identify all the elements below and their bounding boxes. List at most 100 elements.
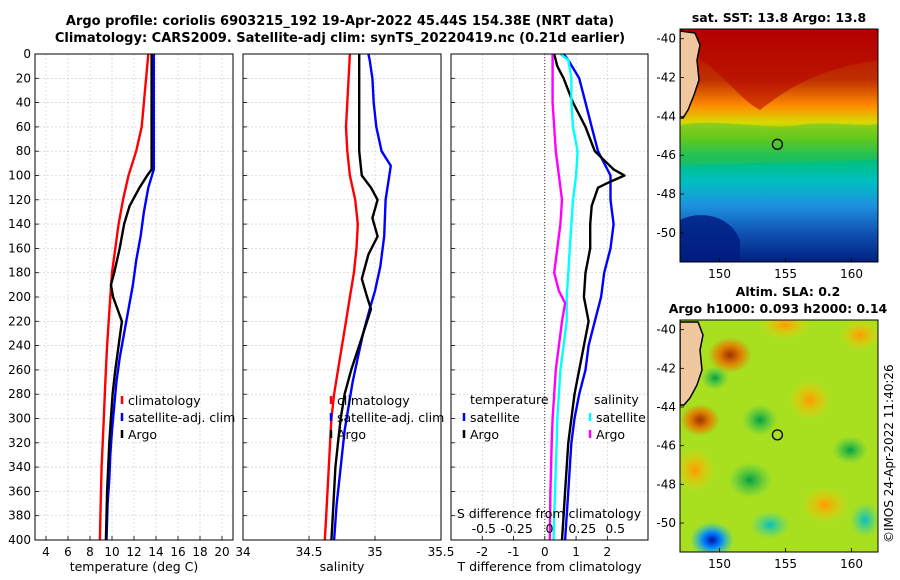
map-x-tick-label: 160 [840, 557, 863, 571]
map-y-tick-label: -48 [656, 477, 676, 491]
map-y-tick-label: -42 [656, 361, 676, 375]
sla-blob [760, 320, 810, 339]
map-x-tick-label: 150 [708, 557, 731, 571]
y-tick-label: 300 [8, 412, 31, 426]
sst-land-tasmania [680, 30, 701, 119]
legend-heading-temperature: temperature [470, 392, 549, 407]
x-tick-label: 2 [604, 545, 612, 559]
x-tick-label: 14 [148, 545, 163, 559]
sla-blob [850, 502, 878, 538]
map-x-tick-label: 155 [774, 267, 797, 281]
x-axis-label: salinity [320, 559, 365, 574]
legend-label: climatology [128, 393, 201, 408]
second-axis-tick-label: -0.5 [472, 521, 496, 536]
y-tick-label: 0 [23, 47, 31, 61]
y-tick-label: 40 [16, 96, 31, 110]
map-y-tick-label: -48 [656, 187, 676, 201]
y-tick-label: 220 [8, 314, 31, 328]
second-axis-tick-label: 0.5 [605, 521, 625, 536]
sla-blob [701, 366, 729, 390]
second-axis-tick-label: 0 [546, 521, 554, 536]
sla-float-marker [771, 429, 784, 441]
sla-blob [788, 380, 832, 420]
sla-blob [832, 436, 868, 464]
legend-label: satellite [470, 410, 520, 425]
y-tick-label: 120 [8, 193, 31, 207]
second-axis-tick-label: 0.25 [568, 521, 596, 536]
y-tick-label: 200 [8, 290, 31, 304]
map-y-tick-label: -40 [656, 323, 676, 337]
map-y-tick-label: -50 [656, 226, 676, 240]
legend-label: satellite-adj. clim [128, 410, 235, 425]
sst-map-title: sat. SST: 13.8 Argo: 13.8 [692, 10, 866, 25]
map-y-tick-label: -42 [656, 71, 676, 85]
map-x-tick-label: 160 [840, 267, 863, 281]
sla-blob [680, 448, 715, 492]
sla-blob [840, 320, 878, 351]
sla-blob [742, 404, 778, 436]
y-tick-label: 400 [8, 533, 31, 547]
second-axis-tick-label: -0.25 [500, 521, 532, 536]
y-tick-label: 100 [8, 169, 31, 183]
sla-blob [750, 511, 790, 539]
y-tick-label: 180 [8, 266, 31, 280]
sla-blob [728, 462, 772, 498]
sla-map-frame [679, 319, 879, 553]
title-line-2: Climatology: CARS2009. Satellite-adj cli… [55, 31, 625, 46]
map-y-tick-label: -44 [656, 400, 676, 414]
legend-label: Argo [337, 427, 366, 442]
x-tick-label: 18 [192, 545, 207, 559]
sla-map: Altim. SLA: 0.2 Argo h1000: 0.093 h2000:… [656, 284, 887, 571]
sst-warm-tongue [700, 29, 878, 110]
map-y-tick-label: -40 [656, 32, 676, 46]
map-x-tick-label: 150 [708, 267, 731, 281]
sla-blob [690, 522, 734, 552]
sla-blob [708, 337, 752, 373]
sla-map-title-1: Altim. SLA: 0.2 [736, 284, 841, 299]
x-tick-label: 0 [541, 545, 549, 559]
x-tick-label: 35 [367, 545, 382, 559]
sla-blob [801, 487, 849, 523]
panel-salinity: 34 34.5 35 35.5 salinity climatology satellite… [235, 53, 455, 574]
x-tick-label: 8 [86, 545, 94, 559]
y-tick-label: 60 [16, 120, 31, 134]
x-axis-label: T difference from climatology [456, 559, 642, 574]
second-axis-label: S difference from climatology [457, 506, 642, 521]
x-tick-label: 35.5 [428, 545, 455, 559]
series-line-s-satellite [552, 53, 579, 541]
x-axis-label: temperature (deg C) [70, 559, 199, 574]
map-y-tick-label: -46 [656, 148, 676, 162]
x-tick-label: 34 [235, 545, 250, 559]
legend-label: satellite-adj. clim [337, 410, 444, 425]
legend-label: satellite [596, 410, 646, 425]
map-y-tick-label: -46 [656, 439, 676, 453]
sst-green-band [680, 122, 878, 165]
sst-cold-pool [680, 215, 740, 262]
y-tick-label: 20 [16, 71, 31, 85]
watermark: ©IMOS 24-Apr-2022 11:40:26 [882, 364, 896, 543]
y-tick-label: 240 [8, 339, 31, 353]
y-tick-label: 360 [8, 484, 31, 498]
map-y-tick-label: -44 [656, 109, 676, 123]
sla-land-tasmania [680, 321, 704, 406]
series-line-s-argo [548, 54, 567, 541]
legend-label: climatology [337, 393, 410, 408]
y-tick-label: 140 [8, 217, 31, 231]
x-tick-label: -2 [476, 545, 488, 559]
x-tick-label: 20 [214, 545, 229, 559]
sst-float-marker [771, 138, 784, 150]
x-tick-label: 4 [42, 545, 50, 559]
y-tick-label: 280 [8, 387, 31, 401]
legend-heading-salinity: salinity [594, 392, 639, 407]
y-tick-label: 160 [8, 241, 31, 255]
series-line-t-satellite [562, 53, 615, 541]
series-line-t-argo [553, 53, 626, 541]
series-line-satellite-adj-clim [332, 53, 392, 541]
title-line-1: Argo profile: coriolis 6903215_192 19-Ap… [66, 14, 614, 29]
panel-differences: -2 -1 0 1 2T difference from climatology temp… [450, 53, 649, 574]
y-tick-label: 380 [8, 509, 31, 523]
x-tick-label: 6 [64, 545, 72, 559]
map-x-tick-label: 155 [774, 557, 797, 571]
series-line-satellite-adj-clim [105, 54, 156, 541]
